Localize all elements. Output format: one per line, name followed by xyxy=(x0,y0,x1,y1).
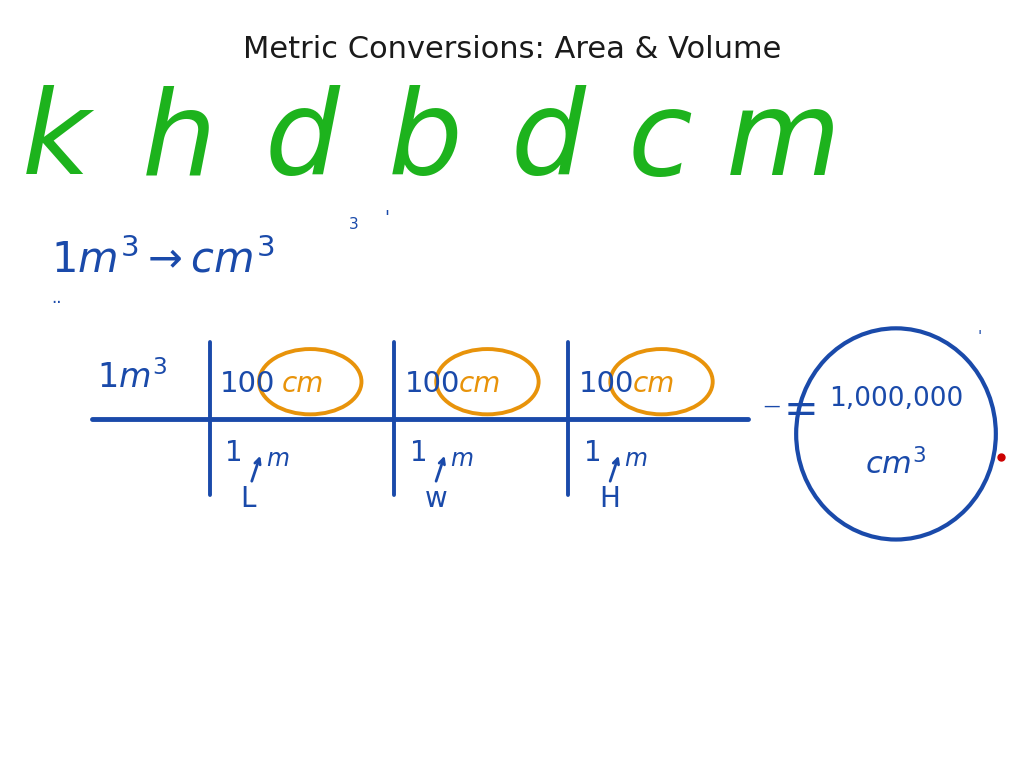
Text: 100: 100 xyxy=(220,369,275,398)
Text: ': ' xyxy=(384,209,389,227)
Text: $cm^3$: $cm^3$ xyxy=(865,449,927,481)
Text: =: = xyxy=(783,389,818,432)
Text: 1: 1 xyxy=(225,439,243,467)
Text: d: d xyxy=(264,85,340,199)
Text: 100: 100 xyxy=(404,369,460,398)
Text: ..: .. xyxy=(51,290,61,307)
Text: $1m^3$: $1m^3$ xyxy=(97,360,168,395)
Text: $1m^3 \rightarrow cm^3$: $1m^3 \rightarrow cm^3$ xyxy=(51,239,274,282)
Text: h: h xyxy=(142,85,216,199)
Text: H: H xyxy=(599,485,620,513)
Text: k: k xyxy=(23,85,90,199)
Text: m: m xyxy=(625,447,647,472)
Text: d: d xyxy=(510,85,586,199)
Text: cm: cm xyxy=(459,369,501,398)
Text: m: m xyxy=(451,447,473,472)
Text: —: — xyxy=(763,397,779,415)
Text: b: b xyxy=(387,85,463,199)
Text: 1: 1 xyxy=(410,439,427,467)
Text: 1,000,000: 1,000,000 xyxy=(828,386,964,412)
Text: ': ' xyxy=(978,329,982,345)
Text: cm: cm xyxy=(633,369,675,398)
Text: w: w xyxy=(425,485,447,513)
Text: cm: cm xyxy=(282,369,324,398)
Text: 1: 1 xyxy=(584,439,601,467)
Text: m: m xyxy=(266,447,289,472)
Text: 100: 100 xyxy=(579,369,634,398)
Text: c: c xyxy=(628,85,693,199)
Text: L: L xyxy=(241,485,256,513)
Text: $^3$: $^3$ xyxy=(348,218,358,238)
Text: m: m xyxy=(726,85,841,199)
Text: Metric Conversions: Area & Volume: Metric Conversions: Area & Volume xyxy=(243,35,781,64)
